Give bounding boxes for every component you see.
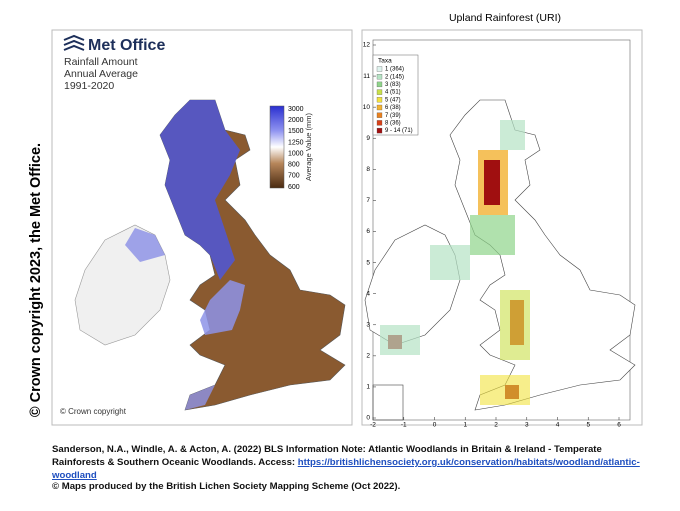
right-title: Upland Rainforest (URI) [449,12,561,24]
legend-label: 2 (145) [385,74,404,80]
legend-swatch [376,127,383,134]
x-tick-label: 6 [617,422,621,429]
colorbar-label: 700 [288,173,300,180]
colorbar-label: 1000 [288,150,304,157]
legend-swatch [376,81,383,88]
colorbar [269,105,285,189]
y-tick-label: 12 [363,42,371,49]
x-tick-label: 3 [525,422,529,429]
x-tick-label: 4 [556,422,560,429]
legend-swatch [376,66,383,72]
inset [372,384,404,421]
citation-text: Sanderson, N.A., Windle, A. & Acton, A. … [52,444,602,468]
footer: © Maps produced by the British Lichen So… [52,481,401,492]
legend-label: 3 (83) [385,82,401,88]
legend-swatch [376,97,383,103]
colorbar-label: 2000 [288,117,304,124]
x-tick-label: 5 [586,422,590,429]
records [380,120,530,405]
y-tick-label: 8 [366,166,370,173]
y-tick-label: 6 [366,228,370,235]
citation: Sanderson, N.A., Windle, A. & Acton, A. … [52,443,652,482]
brand-logo [63,34,85,51]
legend-label: 1 (364) [385,67,404,73]
brand: Met Office [88,37,165,54]
plot-frame [372,39,631,421]
legend: 1 (364)2 (145) 3 (83) 4 (51)5 (47) 6 (38) 7 … [376,66,413,134]
colorbar-label: 3000 [288,106,304,113]
y-tick-label: 1 [366,384,370,391]
scotland-rain [160,100,240,280]
x-tick-label: 2 [494,422,498,429]
sw-rain [185,385,215,410]
legend-label: 7 (39) [385,113,401,119]
y-tick-label: 2 [366,353,370,360]
legend-swatch [376,120,383,126]
ni-rain [125,228,165,262]
colorbar-label: 600 [288,184,300,191]
y-tick-label: 4 [366,290,370,297]
wales-rain [200,280,245,335]
legend-label: 8 (36) [385,120,401,126]
y-tick-label: 7 [366,197,370,204]
colorbar-labels: 3000 2000 1500 1250 1000 800 700 600 [288,106,304,191]
x-tick-label: 0 [433,422,437,429]
y-tick-label: 3 [366,321,370,328]
x-tick-label: -1 [401,422,407,429]
colorbar-label: 1500 [288,128,304,135]
map-title: Annual Average [64,68,138,80]
legend-swatch [376,112,383,118]
colorbar-label: 800 [288,162,300,169]
side-note: © Crown copyright 2023, the Met Office. [28,143,44,417]
y-tick-label: 9 [366,135,370,142]
copyright: © Crown copyright [60,407,127,416]
y-tick-label: 10 [363,104,371,111]
map-title: Rainfall Amount [64,56,138,68]
y-tick-label: 11 [363,73,370,80]
legend-swatch [376,104,383,111]
y-tick-label: 0 [366,415,370,422]
x-tick-label: -2 [370,422,376,429]
maps: © Crown copyright 2023, the Met Office. … [28,12,643,429]
legend-swatch [376,74,383,80]
y-tick-label: 5 [366,259,370,266]
colorbar-label: 1250 [288,139,304,146]
legend-label: 6 (38) [385,105,401,111]
legend-swatch [376,89,383,95]
legend-label: 4 (51) [385,90,401,96]
map-title: 1991-2020 [64,80,114,92]
citation-link[interactable]: https://britishlichensociety.org.uk/cons… [52,457,640,481]
legend-title: Taxa [378,58,392,65]
x-tick-label: 1 [463,422,467,429]
legend-title: Average Value (mm) [304,112,313,181]
legend-label: 9 - 14 (71) [385,128,413,134]
legend-label: 5 (47) [385,97,401,103]
